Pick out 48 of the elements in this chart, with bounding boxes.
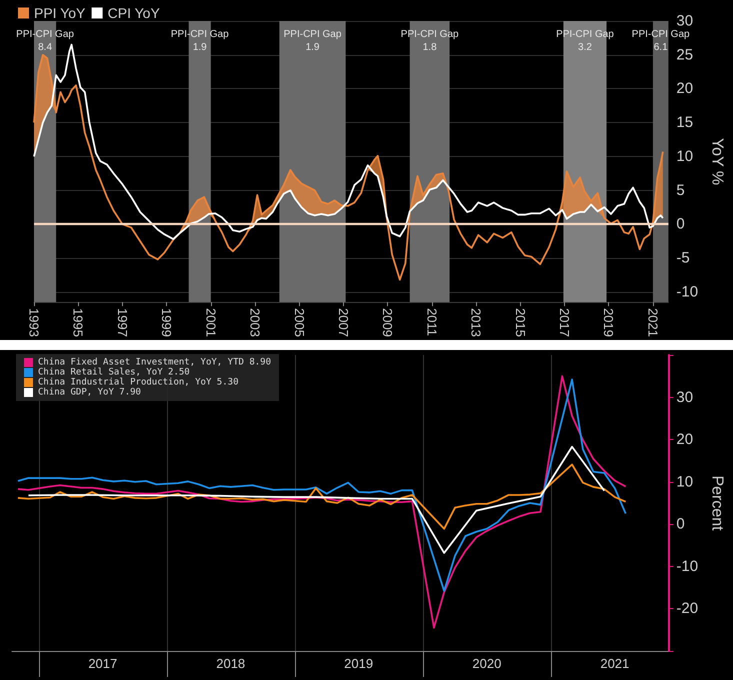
y-axis-title: Percent [708,475,726,532]
x-tick-label: 2019 [344,656,374,671]
y-tick-label: 30 [676,12,694,30]
x-tick-label: 2005 [292,308,307,337]
y-tick-label: 20 [676,80,694,98]
legend-label: PPI YoY [34,5,86,21]
x-tick-label: 2021 [645,308,660,337]
x-tick-label: 1997 [114,308,130,337]
band-label: PPI-CPI Gap 1.9 [284,29,342,53]
x-tick-label: 2020 [472,656,502,671]
x-tick-label: 1995 [70,308,86,337]
legend-label: China Retail Sales, YoY 2.50 [38,368,190,378]
x-tick-label: 1999 [159,308,174,337]
x-tick-label: 2017 [557,308,572,337]
line-series [17,375,627,629]
legend-label: China Industrial Production, YoY 5.30 [38,378,238,388]
x-tick-label: 2009 [380,308,396,337]
x-tick-label: 2013 [468,308,484,337]
line-series [17,378,627,592]
legend-label: China GDP, YoY 7.90 [38,388,141,398]
y-tick-label: 0 [676,516,685,533]
x-tick-label: 2007 [336,308,351,337]
band-label: PPI-CPI Gap 1.9 [170,29,230,53]
y-tick-label: -10 [676,283,698,300]
x-tick-label: 2001 [203,308,218,337]
y-tick-label: 10 [676,148,694,165]
y-tick-label: 30 [676,388,694,406]
legend-label: CPI YoY [108,5,160,21]
x-tick-label: 1993 [26,308,42,337]
x-tick-label: 2017 [88,656,118,671]
line-series [17,464,627,530]
y-tick-label: -5 [676,250,690,267]
y-tick-label: 0 [676,216,685,233]
x-tick-label: 2021 [600,656,630,671]
y-tick-label: 20 [676,431,694,448]
legend-label: China Fixed Asset Investment, YoY, YTD 8.90 [38,358,271,368]
y-tick-label: 15 [676,114,694,132]
y-tick-label: 10 [676,473,694,490]
line-series [28,446,606,554]
x-tick-label: 2003 [248,308,263,337]
x-tick-label: 2011 [424,308,440,336]
y-tick-label: -10 [676,558,698,575]
x-tick-label: 2019 [601,308,616,337]
x-tick-label: 2018 [216,656,246,671]
y-axis-title: YoY % [708,138,726,186]
x-tick-label: 2015 [512,308,528,337]
y-tick-label: 5 [676,182,685,199]
y-tick-label: -20 [676,600,698,618]
